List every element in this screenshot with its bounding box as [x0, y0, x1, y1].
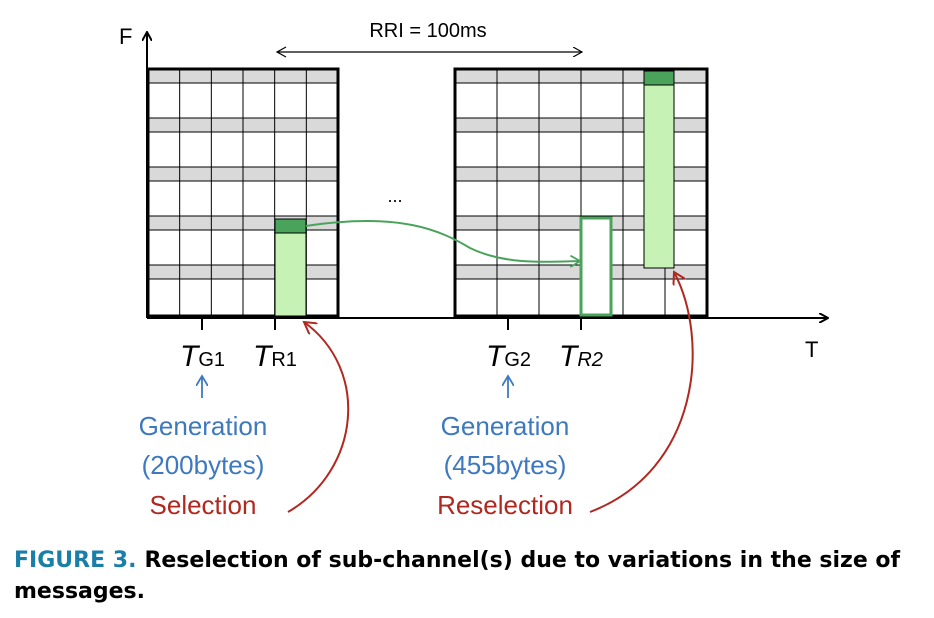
generation-text-2: Generation [441, 411, 570, 441]
time-label-tg1: TG1 [180, 340, 225, 373]
reselected-subchannel-r2 [643, 84, 675, 269]
selection-arrow [287, 322, 350, 513]
time-label-tr1: TR1 [253, 340, 297, 373]
ellipsis: ... [387, 186, 402, 206]
figure-caption-text: Reselection of sub-channel(s) due to var… [14, 548, 901, 604]
f-axis-label: F [119, 24, 132, 49]
reselection-curve-arrow [589, 272, 694, 513]
t-axis-label: T [805, 337, 818, 362]
reselected-subchannel-r2-header [643, 70, 675, 86]
time-label-tr2: TR2 [559, 340, 603, 373]
reselected-slot-outline [579, 216, 613, 317]
selected-subchannel-r1 [274, 232, 307, 317]
rri-label: RRI = 100ms [369, 20, 486, 42]
time-label-tg2: TG2 [486, 340, 531, 373]
resource-grid-left [146, 67, 340, 318]
generation-size-2: (455bytes) [444, 450, 567, 480]
selected-subchannel-r1-header [274, 218, 307, 234]
reselection-arrow [305, 220, 580, 262]
generation-text-1: Generation [139, 411, 268, 441]
generation-size-1: (200bytes) [142, 450, 265, 480]
figure-label: FIGURE 3. [14, 548, 137, 573]
selection-text: Selection [150, 490, 257, 520]
reselection-text: Reselection [437, 490, 573, 520]
figure-caption: FIGURE 3. Reselection of sub-channel(s) d… [14, 545, 919, 607]
